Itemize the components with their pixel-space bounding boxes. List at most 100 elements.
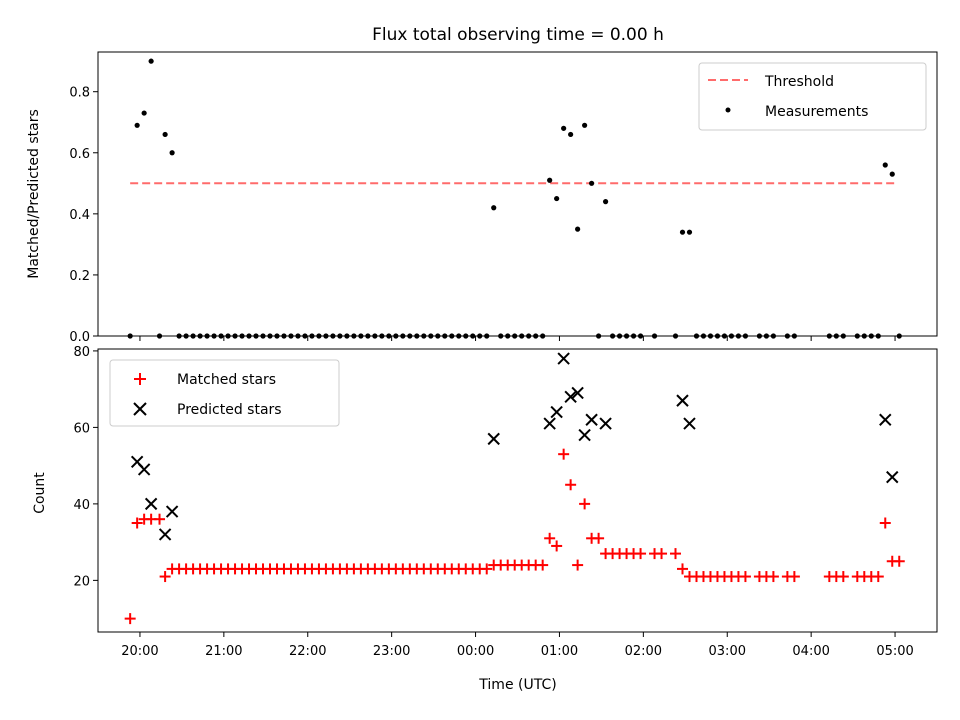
count-y-tick-label: 80 xyxy=(73,345,90,360)
matched-star-point xyxy=(154,513,166,525)
matched-star-point xyxy=(565,479,577,491)
matched-star-point xyxy=(670,548,682,560)
count-y-tick-label: 40 xyxy=(73,498,90,513)
count-legend-box xyxy=(109,359,340,427)
matched-legend-swatch xyxy=(134,373,146,385)
chart-title: Flux total observing time = 0.00 h xyxy=(372,25,664,45)
matched-star-point xyxy=(837,571,849,583)
x-tick-label: 04:00 xyxy=(792,644,829,659)
ratio-y-tick-label: 0.2 xyxy=(69,269,90,284)
measurement-point xyxy=(134,122,140,128)
predicted-star-point xyxy=(683,417,696,430)
measurement-point xyxy=(547,177,553,183)
ratio-y-tick-label: 0.8 xyxy=(69,86,90,101)
x-tick-label: 03:00 xyxy=(709,644,746,659)
measurements-legend-swatch xyxy=(725,107,731,113)
matched-star-point xyxy=(677,563,689,575)
predicted-star-point xyxy=(487,432,500,446)
predicted-star-point xyxy=(886,470,899,484)
measurement-point xyxy=(554,195,560,202)
count-marks xyxy=(124,352,905,625)
ratio-y-tick-label: 0.4 xyxy=(69,208,90,223)
predicted-star-point xyxy=(879,413,892,426)
predicted-legend-swatch xyxy=(133,402,147,416)
predicted-star-point xyxy=(578,428,591,442)
measurement-point xyxy=(679,229,686,235)
count-legend: Matched stars Predicted stars xyxy=(109,359,340,427)
measurement-point xyxy=(602,199,609,205)
matched-star-point xyxy=(537,559,549,571)
predicted-star-point xyxy=(564,390,577,404)
predicted-legend-label: Predicted stars xyxy=(177,402,282,418)
ratio-legend: Threshold Measurements xyxy=(698,62,927,131)
predicted-star-point xyxy=(571,386,584,400)
matched-star-point xyxy=(481,563,493,575)
count-y-tick-label: 20 xyxy=(73,574,90,589)
measurement-point xyxy=(889,171,895,177)
matched-star-point xyxy=(656,548,668,560)
matched-star-point xyxy=(788,571,800,583)
ratio-y-tick-label: 0.6 xyxy=(69,147,90,162)
measurement-point xyxy=(582,122,588,128)
measurements-legend-label: Measurements xyxy=(765,104,868,120)
x-tick-label: 23:00 xyxy=(373,644,410,659)
matched-star-point xyxy=(879,517,891,529)
predicted-star-point xyxy=(165,505,179,518)
measurement-point xyxy=(169,150,175,156)
matched-star-point xyxy=(579,498,591,510)
predicted-star-point xyxy=(158,528,172,541)
count-y-axis-label: Count xyxy=(32,472,48,514)
matched-star-point xyxy=(893,555,905,567)
matched-star-point xyxy=(635,548,647,560)
matched-star-point xyxy=(558,448,570,460)
matched-star-point xyxy=(572,559,584,571)
predicted-star-point xyxy=(144,497,158,511)
matched-star-point xyxy=(593,532,605,544)
count-y-axis-ticks: 20 40 60 80 xyxy=(73,345,98,589)
predicted-star-point xyxy=(550,405,563,419)
matched-star-point xyxy=(544,532,556,544)
measurement-point xyxy=(882,162,888,168)
measurement-point xyxy=(568,131,574,138)
x-tick-label: 00:00 xyxy=(457,644,494,659)
matched-star-point xyxy=(124,613,136,625)
matched-star-point xyxy=(739,571,751,583)
measurement-point xyxy=(686,229,693,235)
predicted-star-point xyxy=(137,463,151,476)
matched-star-point xyxy=(159,571,171,583)
x-tick-label: 01:00 xyxy=(541,644,578,659)
measurement-point xyxy=(589,180,595,186)
measurement-point xyxy=(148,58,154,64)
count-y-tick-label: 60 xyxy=(73,421,90,436)
matched-star-point xyxy=(131,517,143,529)
count-plot-frame xyxy=(97,348,938,633)
predicted-star-point xyxy=(585,413,598,426)
ratio-y-axis-label: Matched/Predicted stars xyxy=(26,109,42,279)
x-tick-label: 05:00 xyxy=(876,644,913,659)
measurement-point xyxy=(162,131,168,138)
x-tick-label: 02:00 xyxy=(625,644,662,659)
predicted-star-point xyxy=(599,417,612,430)
ratio-y-axis-ticks: 0.0 0.2 0.4 0.6 0.8 xyxy=(69,86,98,345)
measurement-point xyxy=(575,226,581,232)
predicted-star-point xyxy=(676,394,689,407)
measurement-point xyxy=(491,205,497,211)
x-tick-label: 21:00 xyxy=(205,644,242,659)
x-tick-label: 20:00 xyxy=(121,644,158,659)
predicted-star-point xyxy=(543,417,556,430)
count-x-axis-ticks: 20:00 21:00 22:00 23:00 00:00 01:00 02:00 03:00… xyxy=(121,632,914,659)
ratio-panel: 0.00.20.40.60.8 Matched/Predicted stars … xyxy=(26,51,938,345)
ratio-plot-frame xyxy=(97,51,938,337)
ratio-y-tick-label: 0.0 xyxy=(69,330,90,345)
ratio-x-axis-ticks xyxy=(139,336,896,341)
x-axis-label: Time (UTC) xyxy=(478,677,556,693)
matched-star-point xyxy=(872,571,884,583)
x-tick-label: 22:00 xyxy=(289,644,326,659)
count-panel: 20 40 60 80 20:00 21:00 22:00 23:00 00:00 01:00 0… xyxy=(32,345,938,693)
measurement-point xyxy=(561,125,567,131)
matched-legend-label: Matched stars xyxy=(177,372,276,388)
threshold-legend-label: Threshold xyxy=(764,74,834,90)
matched-star-point xyxy=(551,540,563,552)
predicted-star-point xyxy=(557,352,570,365)
